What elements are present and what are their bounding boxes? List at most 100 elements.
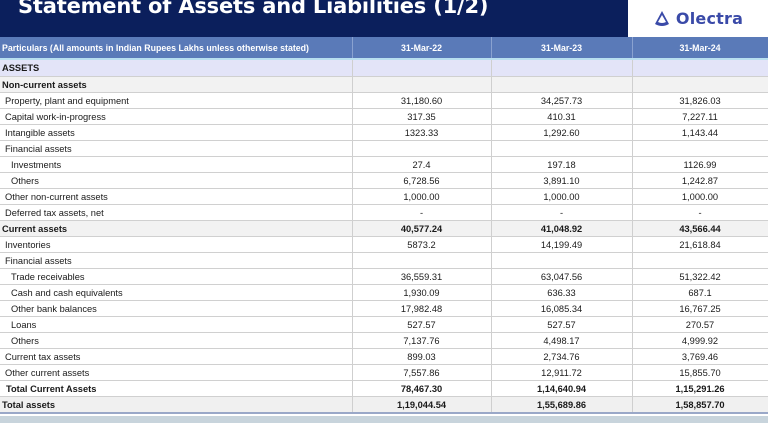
cell-value: [632, 252, 768, 269]
column-header-mar23: 31-Mar-23: [491, 37, 633, 60]
cell-value: 636.33: [491, 284, 633, 301]
row-label: ASSETS: [0, 59, 353, 77]
cell-value: 3,769.46: [632, 348, 768, 365]
cell-value: 12,911.72: [491, 364, 633, 381]
cell-value: 1126.99: [632, 156, 768, 173]
cell-value: 36,559.31: [352, 268, 492, 285]
cell-value: -: [491, 204, 633, 221]
row-label: Non-current assets: [0, 76, 353, 93]
row-label: Current tax assets: [0, 348, 353, 365]
page-title: Statement of Assets and Liabilities (1/2…: [18, 0, 489, 18]
row-label: Trade receivables: [0, 268, 353, 285]
table-header-row: Particulars (All amounts in Indian Rupee…: [0, 37, 768, 60]
cell-value: 15,855.70: [632, 364, 768, 381]
cell-value: 1,55,689.86: [491, 396, 633, 414]
cell-value: [632, 140, 768, 157]
cell-value: 527.57: [491, 316, 633, 333]
row-label: Deferred tax assets, net: [0, 204, 353, 221]
cell-value: 16,085.34: [491, 300, 633, 317]
cell-value: [491, 252, 633, 269]
cell-value: 78,467.30: [352, 380, 492, 397]
row-label: Cash and cash equivalents: [0, 284, 353, 301]
column-header-mar22: 31-Mar-22: [352, 37, 492, 60]
cell-value: 2,734.76: [491, 348, 633, 365]
table-row: Total Current Assets 78,467.30 1,14,640.…: [0, 380, 768, 397]
cell-value: 27.4: [352, 156, 492, 173]
table-row: Other non-current assets 1,000.00 1,000.…: [0, 188, 768, 205]
cell-value: [352, 140, 492, 157]
cell-value: 1,19,044.54: [352, 396, 492, 414]
cell-value: [491, 140, 633, 157]
row-label: Financial assets: [0, 252, 353, 269]
table-row: Trade receivables 36,559.31 63,047.56 51…: [0, 268, 768, 285]
row-label: Others: [0, 172, 353, 189]
row-label: Other current assets: [0, 364, 353, 381]
cell-value: 5873.2: [352, 236, 492, 253]
row-label: Current assets: [0, 220, 353, 237]
cell-value: 1,143.44: [632, 124, 768, 141]
table-row: Intangible assets 1323.33 1,292.60 1,143…: [0, 124, 768, 141]
column-header-particulars: Particulars (All amounts in Indian Rupee…: [0, 37, 353, 60]
row-label: Others: [0, 332, 353, 349]
cell-value: 410.31: [491, 108, 633, 125]
table-row: Current tax assets 899.03 2,734.76 3,769…: [0, 348, 768, 365]
row-label: Capital work-in-progress: [0, 108, 353, 125]
row-label: Investments: [0, 156, 353, 173]
table-row: Cash and cash equivalents 1,930.09 636.3…: [0, 284, 768, 301]
cell-value: 899.03: [352, 348, 492, 365]
table-row: Total assets 1,19,044.54 1,55,689.86 1,5…: [0, 396, 768, 414]
row-label: Loans: [0, 316, 353, 333]
table-row: Non-current assets: [0, 76, 768, 93]
cell-value: 1,930.09: [352, 284, 492, 301]
footer-bar: [0, 416, 768, 423]
cell-value: 1323.33: [352, 124, 492, 141]
table-row: Deferred tax assets, net - - -: [0, 204, 768, 221]
cell-value: 1,000.00: [352, 188, 492, 205]
cell-value: 21,618.84: [632, 236, 768, 253]
cell-value: [632, 59, 768, 77]
logo: Olectra: [628, 0, 768, 37]
row-label: Inventories: [0, 236, 353, 253]
table-row: Other bank balances 17,982.48 16,085.34 …: [0, 300, 768, 317]
cell-value: 51,322.42: [632, 268, 768, 285]
cell-value: 17,982.48: [352, 300, 492, 317]
cell-value: 40,577.24: [352, 220, 492, 237]
cell-value: 41,048.92: [491, 220, 633, 237]
cell-value: 31,180.60: [352, 92, 492, 109]
cell-value: 197.18: [491, 156, 633, 173]
cell-value: 7,557.86: [352, 364, 492, 381]
row-label: Intangible assets: [0, 124, 353, 141]
cell-value: 4,999.92: [632, 332, 768, 349]
table-row: Capital work-in-progress 317.35 410.31 7…: [0, 108, 768, 125]
cell-value: 1,000.00: [491, 188, 633, 205]
row-label: Property, plant and equipment: [0, 92, 353, 109]
cell-value: 7,137.76: [352, 332, 492, 349]
table-row: Other current assets 7,557.86 12,911.72 …: [0, 364, 768, 381]
cell-value: -: [352, 204, 492, 221]
cell-value: [352, 76, 492, 93]
row-label: Total Current Assets: [0, 380, 353, 397]
cell-value: 317.35: [352, 108, 492, 125]
cell-value: 1,000.00: [632, 188, 768, 205]
table-row: Current assets 40,577.24 41,048.92 43,56…: [0, 220, 768, 237]
table-row: Inventories 5873.2 14,199.49 21,618.84: [0, 236, 768, 253]
cell-value: 4,498.17: [491, 332, 633, 349]
cell-value: 1,58,857.70: [632, 396, 768, 414]
cell-value: 7,227.11: [632, 108, 768, 125]
column-header-mar24: 31-Mar-24: [632, 37, 768, 60]
cell-value: 1,242.87: [632, 172, 768, 189]
table-row: Others 7,137.76 4,498.17 4,999.92: [0, 332, 768, 349]
table-row: Financial assets: [0, 252, 768, 269]
cell-value: 1,292.60: [491, 124, 633, 141]
logo-text: Olectra: [675, 9, 744, 28]
table-row: Investments 27.4 197.18 1126.99: [0, 156, 768, 173]
cell-value: 3,891.10: [491, 172, 633, 189]
cell-value: 43,566.44: [632, 220, 768, 237]
cell-value: 527.57: [352, 316, 492, 333]
cell-value: [491, 59, 633, 77]
cell-value: 31,826.03: [632, 92, 768, 109]
cell-value: [491, 76, 633, 93]
cell-value: 63,047.56: [491, 268, 633, 285]
cell-value: 270.57: [632, 316, 768, 333]
cell-value: 1,14,640.94: [491, 380, 633, 397]
